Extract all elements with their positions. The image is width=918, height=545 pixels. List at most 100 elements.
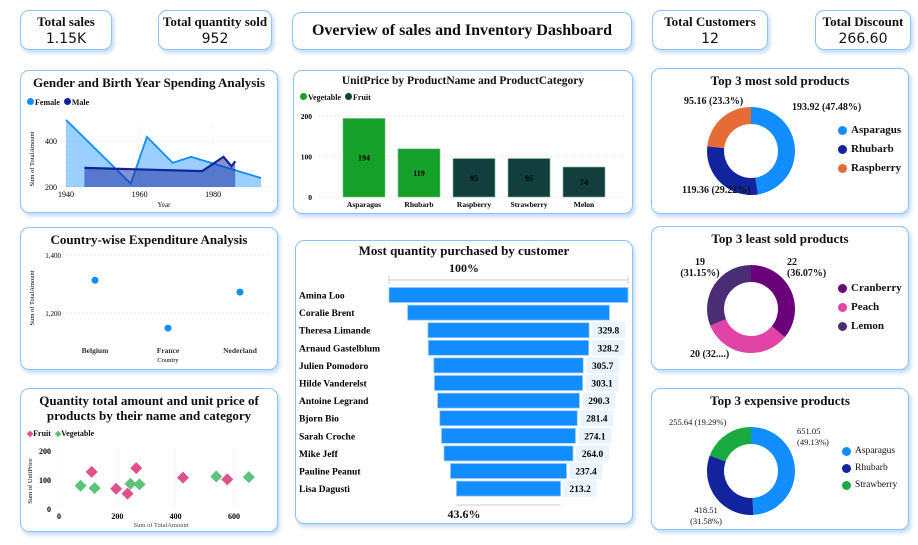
legend-dot-icon [838,322,847,331]
funnel-bar [434,375,583,391]
funnel-bar [439,410,578,427]
legend-dot-icon [842,481,851,490]
chart-legend: ◆Fruit ◆Vegetable [27,429,94,438]
y-axis-label: Sum of UnitPrice [27,458,34,504]
chart-title: Top 3 least sold products [711,231,849,246]
chart-legend: Asparagus Rhubarb Strawberry [842,443,897,494]
value-label: 281.4 [586,415,608,425]
value-label: 303.1 [591,380,613,390]
funnel-bar [433,357,584,374]
x-tick-label: Nederland [223,346,258,355]
legend-item: Cranberry [851,282,902,294]
donut-plot [707,107,795,195]
chart-title: UnitPrice by ProductName and ProductCate… [341,75,585,87]
y-tick-label: 1,400 [45,252,61,260]
bar-value-label: 119 [413,169,425,178]
kpi-label: Total Customers [664,14,756,29]
bar-value-label: 95 [525,174,533,183]
data-point-fruit [221,473,234,486]
x-tick-label: 600 [228,512,240,521]
page-title: Overview of sales and Inventory Dashboar… [311,22,612,39]
customer-label: Hilde Vanderelst [299,380,367,390]
legend-dot-icon [842,464,851,473]
funnel-top-percent: 100% [449,261,479,275]
y-tick-label: 200 [39,447,51,456]
x-tick-label: 1960 [132,190,148,199]
slice-asparagus [751,107,795,195]
y-tick-label: 200 [45,183,57,192]
value-label: 290.3 [588,397,610,407]
customer-quantity-funnel[interactable]: Most quantity purchased by customer 100%… [295,240,633,524]
chart-title: Top 3 most sold products [710,73,850,88]
legend-item: Rhubarb [851,143,894,155]
bar-value-label: 74 [580,178,588,187]
legend-vegetable: Vegetable [308,93,342,102]
legend-vegetable: Vegetable [61,429,95,438]
slice-label: 19 (31.15%) [680,257,720,279]
data-point-vegetable [74,479,87,492]
country-expenditure-chart[interactable]: Country-wise Expenditure Analysis 1,200 1… [20,227,278,370]
kpi-total-customers: Total Customers 12 [652,10,768,50]
unitprice-plot: 0 100 200 194 Asparagus 119 Rhubarb 95 Raspberry… [301,112,626,209]
slice-lemon [707,265,751,326]
value-label: 328.2 [598,344,620,354]
legend-dot-icon [838,126,847,135]
chart-title: Most quantity purchased by customer [358,243,570,258]
x-tick-label: Rhubarb [404,200,433,209]
data-point-fruit [130,462,143,475]
funnel-bottom-percent: 43.6% [447,507,481,521]
legend-item: Raspberry [851,162,902,174]
data-point-vegetable [242,471,255,484]
slice-rhubarb [707,455,754,515]
y-tick-label: 1,200 [45,310,61,318]
slice-raspberry [707,107,751,149]
gender-spending-chart[interactable]: Gender and Birth Year Spending Analysis … [20,70,278,213]
legend-dot-icon [838,303,847,312]
value-label-bg [569,463,603,479]
x-tick-label: France [157,346,180,355]
customer-label: Sarah Croche [299,432,355,442]
data-point-fruit [110,482,123,495]
data-point-vegetable [88,482,101,495]
legend-dot-icon [838,145,847,154]
x-tick-label: 0 [57,512,61,521]
slice-label: 95.16 (23.3%) [684,96,744,107]
customer-label: Mike Jeff [299,450,339,460]
quantity-price-scatter[interactable]: Quantity total amount and unit price of … [20,388,278,532]
x-tick-label: Melon [574,200,595,209]
expensive-donut[interactable]: Top 3 expensive products 651.05 (49.13%)… [651,388,909,530]
legend-dot-icon [838,284,847,293]
x-tick-label: 200 [111,512,123,521]
slice-asparagus [751,427,796,515]
funnel-bar [437,392,580,409]
data-point-fruit [85,465,98,478]
chart-legend: Asparagus Rhubarb Raspberry [838,121,901,178]
y-tick-label: 100 [39,476,51,485]
legend-item: Lemon [851,320,884,332]
value-label: 213.2 [569,485,591,495]
x-axis-label: Year [158,201,172,209]
unitprice-bar-chart[interactable]: UnitPrice by ProductName and ProductCate… [293,70,633,214]
funnel-bar [441,427,576,444]
least-sold-donut[interactable]: Top 3 least sold products 22 (36.07%) 20… [651,226,909,370]
bar-rhubarb [397,148,441,198]
customer-label: Julien Pomodoro [299,362,368,372]
chart-title: Gender and Birth Year Spending Analysis [32,75,265,90]
most-sold-donut[interactable]: Top 3 most sold products 193.92 (47.48%)… [651,68,909,214]
kpi-label: Total Discount [822,14,904,29]
customer-label: Antoine Legrand [299,397,369,407]
bar-asparagus [342,118,386,198]
slice-label: 418.51 (31.58%) [690,505,722,526]
bar-value-label: 95 [470,174,478,183]
x-tick-label: 400 [170,512,182,521]
kpi-total-sales: Total sales 1.15K [20,10,112,50]
x-axis-label: Country [157,357,179,364]
customer-label: Bjorn Bio [299,415,339,425]
area-male [84,156,236,187]
line-male [84,155,237,173]
chart-title: Country-wise Expenditure Analysis [50,232,248,247]
quantity-plot: 0 200 400 600 0 100 200 Sum of TotalAmount Sum o… [27,447,255,529]
x-tick-label: Strawberry [510,200,547,209]
y-axis-label: Sum of TotalAmount [29,270,36,325]
data-point-fruit [176,471,189,484]
